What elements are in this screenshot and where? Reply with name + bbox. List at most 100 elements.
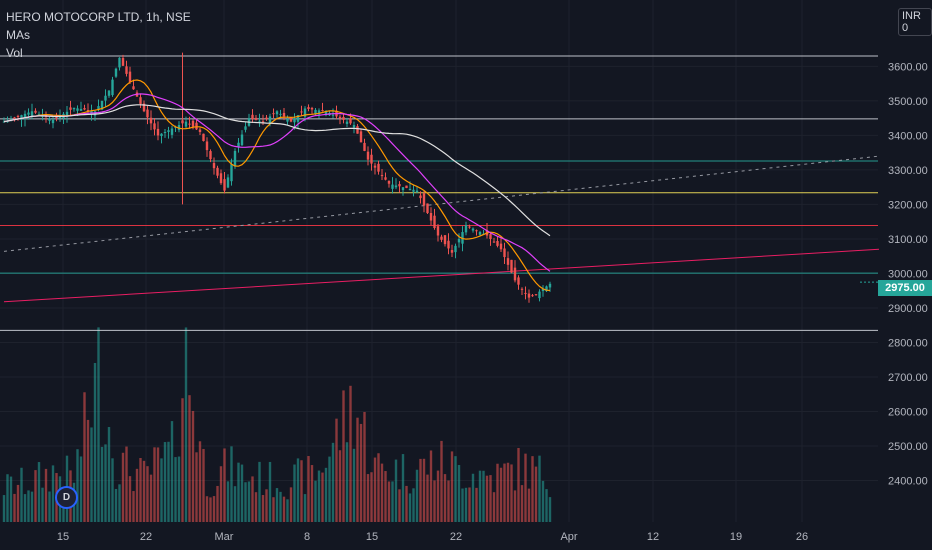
time-axis-label: 15 bbox=[366, 531, 378, 543]
candle-body bbox=[440, 236, 443, 240]
volume-bar bbox=[520, 485, 524, 522]
volume-bar bbox=[251, 476, 254, 522]
volume-bar bbox=[142, 460, 146, 522]
volume-bar bbox=[265, 489, 268, 522]
candle-body bbox=[212, 163, 216, 169]
price-axis-label: 3400.00 bbox=[888, 130, 928, 142]
candle-body bbox=[72, 107, 76, 110]
candle-body bbox=[254, 117, 258, 120]
volume-bar bbox=[93, 362, 97, 522]
candle-body bbox=[258, 120, 261, 122]
price-axis-label: 3500.00 bbox=[888, 96, 928, 108]
time-axis-label: 22 bbox=[140, 531, 152, 543]
time-axis-label: 19 bbox=[730, 531, 742, 543]
candle-body bbox=[296, 115, 300, 122]
volume-bar bbox=[373, 457, 377, 522]
volume-bar bbox=[163, 442, 167, 522]
volume-bar bbox=[370, 472, 373, 522]
symbol-title[interactable]: HERO MOTOCORP LTD, 1h, NSE bbox=[6, 10, 191, 24]
volume-bar bbox=[300, 460, 303, 522]
volume-bar bbox=[146, 466, 149, 522]
candle-body bbox=[275, 111, 279, 115]
indicator-mas[interactable]: MAs bbox=[6, 28, 30, 42]
candle-body bbox=[153, 123, 156, 130]
time-axis-label: Mar bbox=[215, 531, 234, 543]
candle-body bbox=[471, 228, 475, 231]
candle-body bbox=[23, 113, 27, 120]
volume-bar bbox=[503, 463, 506, 522]
price-axis-label: 3100.00 bbox=[888, 234, 928, 246]
volume-bar bbox=[261, 495, 265, 522]
moving-average-line bbox=[3, 79, 551, 292]
volume-bar bbox=[6, 474, 9, 522]
volume-bar bbox=[20, 467, 23, 522]
volume-bar bbox=[219, 466, 223, 522]
chart-legend: HERO MOTOCORP LTD, 1h, NSE MAs Vol bbox=[6, 8, 191, 62]
candle-body bbox=[338, 116, 342, 119]
candle-body bbox=[356, 126, 359, 134]
volume-bar bbox=[335, 418, 338, 522]
candle-body bbox=[324, 111, 328, 116]
volume-bars bbox=[2, 327, 552, 522]
candle-body bbox=[27, 112, 30, 115]
volume-bar bbox=[541, 480, 545, 522]
candle-body bbox=[121, 58, 125, 66]
volume-bar bbox=[324, 467, 328, 522]
volume-bar bbox=[289, 487, 293, 522]
candle-body bbox=[149, 117, 153, 124]
volume-bar bbox=[415, 469, 419, 522]
candle-body bbox=[83, 108, 86, 110]
dividend-event-badge[interactable]: D bbox=[55, 486, 78, 509]
volume-bar bbox=[531, 456, 534, 522]
price-axis-label: 3000.00 bbox=[888, 268, 928, 280]
volume-bar bbox=[492, 492, 496, 522]
volume-bar bbox=[359, 423, 363, 522]
currency-selector[interactable]: INR 0 bbox=[898, 8, 932, 36]
candle-body bbox=[433, 215, 436, 229]
volume-bar bbox=[247, 481, 251, 522]
candle-body bbox=[230, 164, 233, 182]
candle-body bbox=[345, 121, 349, 124]
candle-body bbox=[398, 184, 401, 187]
candle-body bbox=[387, 180, 391, 184]
volume-bar bbox=[23, 494, 27, 522]
volume-bar bbox=[174, 457, 177, 522]
volume-bar bbox=[391, 481, 394, 522]
candle-body bbox=[321, 110, 324, 112]
candle-body bbox=[118, 57, 121, 68]
price-axis-label: 2800.00 bbox=[888, 337, 928, 349]
candle-body bbox=[167, 130, 170, 132]
volume-bar bbox=[268, 461, 272, 522]
volume-bar bbox=[538, 455, 541, 522]
volume-bar bbox=[433, 480, 436, 522]
volume-bar bbox=[457, 465, 461, 522]
volume-bar bbox=[107, 427, 111, 522]
candle-body bbox=[464, 225, 468, 233]
candle-body bbox=[524, 292, 527, 294]
volume-bar bbox=[513, 490, 517, 522]
candle-body bbox=[286, 119, 289, 122]
price-axis: 3600.00 3500.00 3400.00 3300.00 3200.00 3100.… bbox=[888, 61, 928, 487]
volume-bar bbox=[349, 385, 352, 522]
candle-body bbox=[531, 295, 534, 297]
volume-bar bbox=[356, 417, 359, 522]
trend-lines bbox=[3, 155, 880, 303]
candle-body bbox=[142, 103, 146, 112]
candle-body bbox=[352, 125, 356, 128]
volume-bar bbox=[79, 456, 83, 522]
candle-body bbox=[76, 108, 79, 111]
candle-body bbox=[188, 123, 191, 125]
candle-body bbox=[240, 134, 244, 146]
volume-bar bbox=[482, 470, 485, 522]
candle-body bbox=[422, 193, 426, 206]
indicator-vol[interactable]: Vol bbox=[6, 46, 23, 60]
volume-bar bbox=[471, 473, 475, 522]
candle-body bbox=[69, 107, 72, 110]
candle-body bbox=[363, 142, 366, 151]
candle-body bbox=[454, 245, 457, 253]
volume-bar bbox=[279, 491, 282, 522]
candle-body bbox=[373, 165, 377, 168]
volume-bar bbox=[436, 470, 440, 522]
volume-bar bbox=[216, 485, 219, 522]
